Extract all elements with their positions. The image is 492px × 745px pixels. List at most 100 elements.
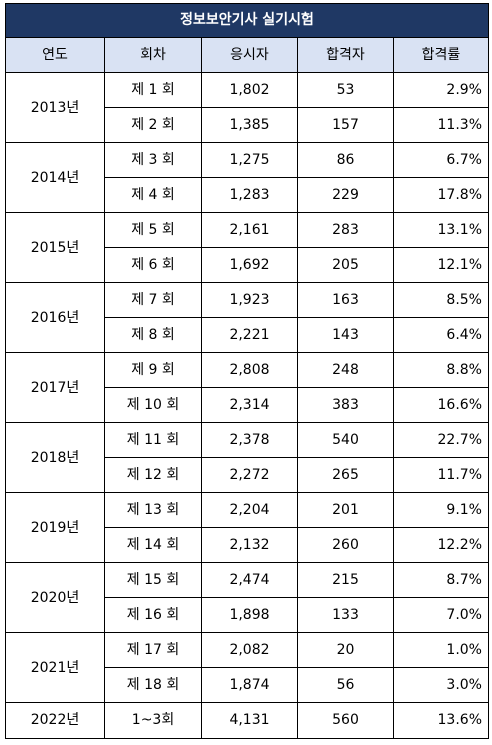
round-cell: 제 9 회 (104, 352, 202, 388)
applicants-cell: 2,221 (201, 317, 298, 353)
applicants-cell: 2,378 (201, 422, 298, 458)
passed-cell: 143 (297, 317, 394, 353)
table-row: 2013년 제 1 회 1,802 53 2.9% (5, 72, 489, 143)
applicants-cell: 2,314 (201, 387, 298, 423)
table-row: 제 16 회 1,898 133 7.0% (6, 597, 489, 633)
round-cell: 제 4 회 (104, 177, 202, 213)
pass-rate-cell: 1.0% (393, 632, 489, 668)
applicants-cell: 2,272 (201, 457, 298, 493)
pass-rate-cell: 16.6% (393, 387, 489, 423)
applicants-cell: 2,132 (201, 527, 298, 563)
applicants-cell: 1,283 (201, 177, 298, 213)
table-row: 2020년 제 15 회 2,474 215 8.7% (5, 562, 489, 633)
applicants-cell: 2,082 (201, 632, 298, 668)
pass-rate-cell: 13.1% (393, 212, 489, 248)
passed-cell: 260 (297, 527, 394, 563)
applicants-cell: 1,385 (201, 107, 298, 143)
table-row: 제 4 회 1,283 229 17.8% (6, 177, 489, 213)
pass-rate-cell: 22.7% (393, 422, 489, 458)
round-cell: 1~3회 (104, 702, 202, 739)
round-cell: 제 14 회 (104, 527, 202, 563)
applicants-cell: 1,802 (201, 72, 298, 108)
passed-cell: 215 (297, 562, 394, 598)
year-cell: 2016년 (5, 282, 105, 353)
table-row: 2021년 제 17 회 2,082 20 1.0% (5, 632, 489, 703)
pass-rate-cell: 9.1% (393, 492, 489, 528)
round-cell: 제 18 회 (104, 667, 202, 703)
table-row: 2015년 제 5 회 2,161 283 13.1% (5, 212, 489, 283)
applicants-cell: 1,692 (201, 247, 298, 283)
applicants-cell: 1,923 (201, 282, 298, 318)
year-cell: 2022년 (5, 702, 105, 739)
round-cell: 제 13 회 (104, 492, 202, 528)
pass-rate-cell: 12.1% (393, 247, 489, 283)
header-applicants: 응시자 (201, 37, 298, 73)
pass-rate-cell: 6.4% (393, 317, 489, 353)
exam-stats-table: 정보보안기사 실기시험 연도 회차 응시자 합격자 합격률 2013년 제 1 회… (5, 3, 489, 739)
table-row: 제 2 회 1,385 157 11.3% (6, 107, 489, 143)
table-header-row: 연도 회차 응시자 합격자 합격률 (5, 37, 489, 73)
applicants-cell: 4,131 (201, 702, 298, 739)
table-row: 2018년 제 11 회 2,378 540 22.7% (5, 422, 489, 493)
round-cell: 제 17 회 (104, 632, 202, 668)
table-body: 2013년 제 1 회 1,802 53 2.9% 제 2 회 1,385 157 11.3% 2… (5, 72, 489, 739)
year-cell: 2015년 (5, 212, 105, 283)
header-year: 연도 (5, 37, 105, 73)
round-cell: 제 5 회 (104, 212, 202, 248)
pass-rate-cell: 17.8% (393, 177, 489, 213)
table-row: 2022년 1~3회 4,131 560 13.6% (5, 702, 489, 739)
round-cell: 제 12 회 (104, 457, 202, 493)
table-title: 정보보안기사 실기시험 (5, 3, 489, 38)
year-cell: 2018년 (5, 422, 105, 493)
pass-rate-cell: 7.0% (393, 597, 489, 633)
round-cell: 제 7 회 (104, 282, 202, 318)
pass-rate-cell: 11.3% (393, 107, 489, 143)
round-cell: 제 2 회 (104, 107, 202, 143)
passed-cell: 283 (297, 212, 394, 248)
passed-cell: 265 (297, 457, 394, 493)
passed-cell: 133 (297, 597, 394, 633)
year-cell: 2020년 (5, 562, 105, 633)
exam-stats-table-container: 정보보안기사 실기시험 연도 회차 응시자 합격자 합격률 2013년 제 1 회… (5, 3, 489, 739)
table-row: 2014년 제 3 회 1,275 86 6.7% (5, 142, 489, 213)
applicants-cell: 2,808 (201, 352, 298, 388)
passed-cell: 205 (297, 247, 394, 283)
passed-cell: 201 (297, 492, 394, 528)
pass-rate-cell: 8.8% (393, 352, 489, 388)
year-cell: 2017년 (5, 352, 105, 423)
round-cell: 제 3 회 (104, 142, 202, 178)
passed-cell: 383 (297, 387, 394, 423)
round-cell: 제 1 회 (104, 72, 202, 108)
round-cell: 제 15 회 (104, 562, 202, 598)
pass-rate-cell: 6.7% (393, 142, 489, 178)
passed-cell: 248 (297, 352, 394, 388)
pass-rate-cell: 2.9% (393, 72, 489, 108)
table-row: 제 10 회 2,314 383 16.6% (6, 387, 489, 423)
passed-cell: 56 (297, 667, 394, 703)
passed-cell: 163 (297, 282, 394, 318)
round-cell: 제 6 회 (104, 247, 202, 283)
applicants-cell: 2,161 (201, 212, 298, 248)
table-row: 2017년 제 9 회 2,808 248 8.8% (5, 352, 489, 423)
round-cell: 제 8 회 (104, 317, 202, 353)
table-row: 제 12 회 2,272 265 11.7% (6, 457, 489, 493)
passed-cell: 53 (297, 72, 394, 108)
table-title-row: 정보보안기사 실기시험 (5, 3, 489, 38)
year-cell: 2019년 (5, 492, 105, 563)
header-pass-rate: 합격률 (393, 37, 489, 73)
table-row: 제 8 회 2,221 143 6.4% (6, 317, 489, 353)
passed-cell: 157 (297, 107, 394, 143)
passed-cell: 229 (297, 177, 394, 213)
passed-cell: 540 (297, 422, 394, 458)
passed-cell: 86 (297, 142, 394, 178)
year-cell: 2013년 (5, 72, 105, 143)
applicants-cell: 2,474 (201, 562, 298, 598)
applicants-cell: 1,275 (201, 142, 298, 178)
table-row: 2019년 제 13 회 2,204 201 9.1% (5, 492, 489, 563)
pass-rate-cell: 13.6% (393, 702, 489, 739)
pass-rate-cell: 3.0% (393, 667, 489, 703)
pass-rate-cell: 11.7% (393, 457, 489, 493)
applicants-cell: 1,898 (201, 597, 298, 633)
header-round: 회차 (104, 37, 202, 73)
applicants-cell: 2,204 (201, 492, 298, 528)
